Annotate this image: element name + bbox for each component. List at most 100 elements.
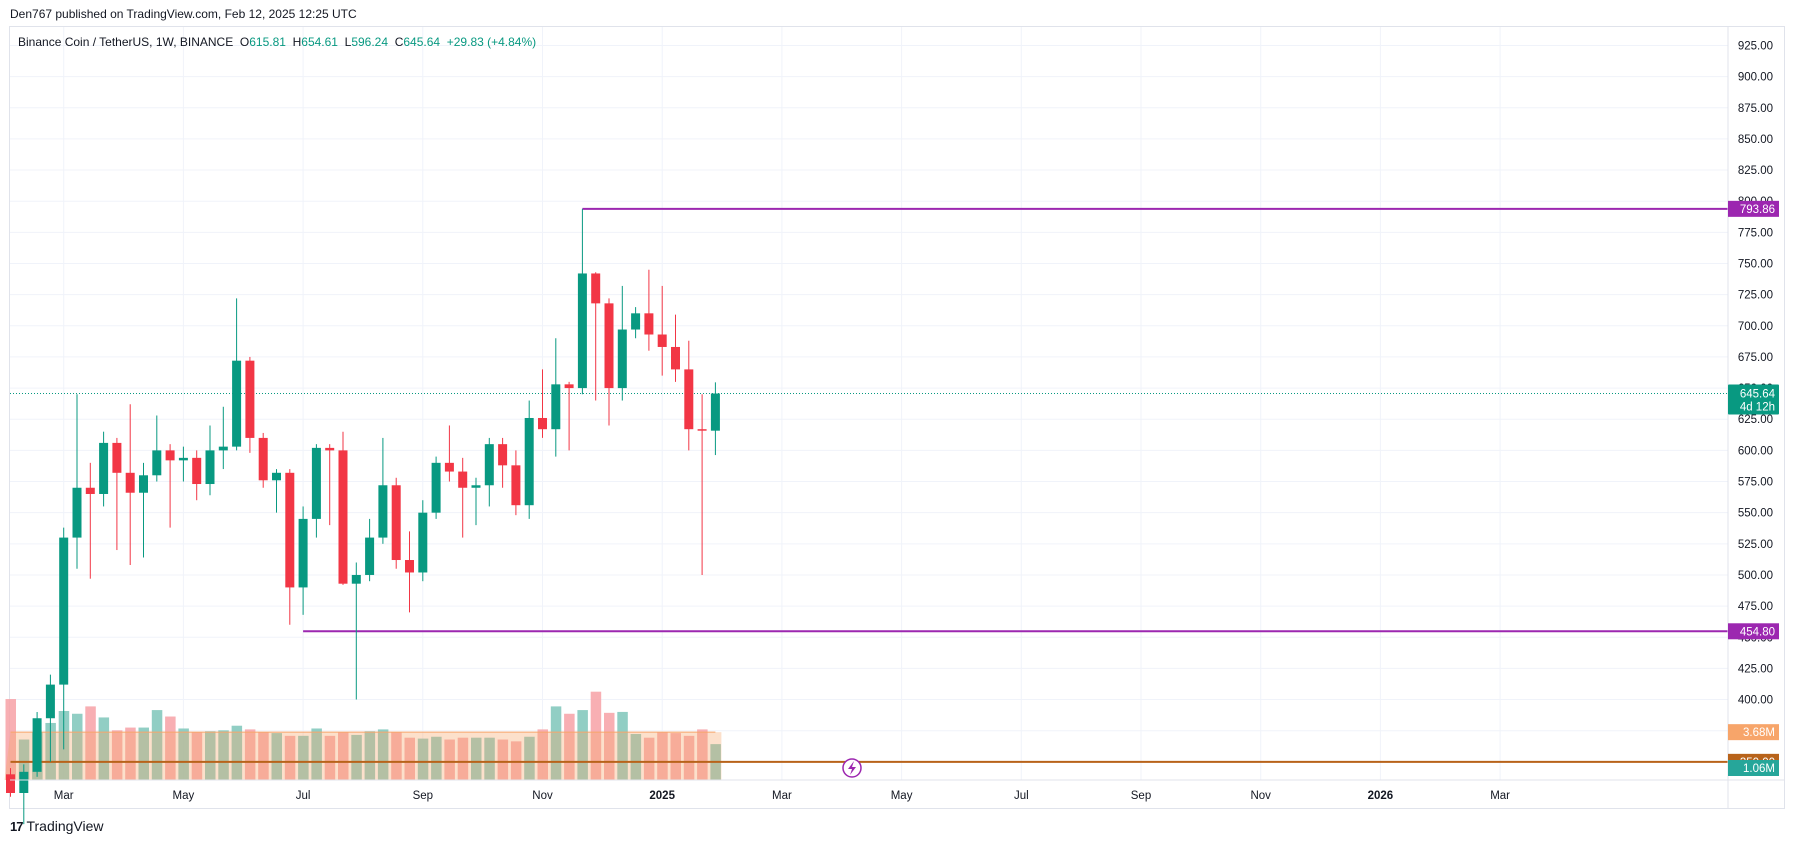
low-label: L (344, 35, 352, 49)
candle-body (471, 485, 481, 488)
close-label: C (394, 35, 404, 49)
candle-body (657, 334, 667, 347)
candle-body (139, 475, 148, 493)
volume-bar (444, 739, 455, 780)
volume-bar (670, 733, 681, 780)
candle-body (325, 447, 335, 451)
candle-body (644, 313, 654, 335)
volume-bar (218, 730, 229, 780)
resistance-tag (1728, 200, 1779, 217)
x-tick-label: Mar (1490, 790, 1510, 802)
volume-bar (165, 716, 176, 780)
y-tick-label: 900.00 (1738, 72, 1773, 84)
candle-body (45, 684, 55, 719)
volume-bar (617, 711, 628, 780)
symbol-title: Binance Coin / TetherUS, 1W, BINANCE (18, 35, 234, 49)
y-tick-label: 825.00 (1738, 165, 1773, 177)
tradingview-brand[interactable]: 17 TradingView (10, 818, 104, 834)
candle-body (285, 472, 295, 588)
volume-bar (377, 729, 389, 780)
y-tick-label: 775.00 (1738, 227, 1773, 239)
candle-body (205, 450, 215, 485)
brand-text: TradingView (26, 818, 104, 834)
volume-bar (564, 713, 575, 780)
volume-bar (590, 691, 602, 780)
publish-caption: Den767 published on TradingView.com, Feb… (10, 7, 357, 21)
high-value: 654.61 (301, 35, 338, 49)
candle-body (245, 360, 255, 438)
close-value: 645.64 (403, 35, 441, 49)
candle-body (298, 518, 308, 588)
volume-bar (524, 736, 535, 780)
volume-pane (4, 691, 722, 780)
volume-bar (258, 732, 269, 780)
volume-bar (457, 737, 469, 780)
x-tick-label: Nov (532, 790, 553, 802)
candle-body (458, 471, 468, 488)
lightning-icon[interactable] (842, 758, 862, 778)
volume-bar (138, 727, 149, 780)
volume-bar (657, 732, 668, 780)
open-label: O (239, 35, 250, 49)
candle-body (152, 450, 162, 476)
x-tick-label: Sep (1131, 790, 1151, 802)
y-tick-label: 925.00 (1738, 40, 1773, 52)
candle-body (338, 450, 348, 584)
candle-body (710, 393, 720, 431)
x-tick-label: Jul (296, 790, 311, 802)
time-axis: Mar May Jul Sep Nov 2025 Mar May Jul Sep Nov 2026 Ma… (10, 779, 1784, 802)
volume-bar (271, 733, 282, 780)
candle-body (378, 485, 388, 538)
candle-body (524, 417, 534, 506)
candle-body (577, 273, 587, 389)
y-tick-label: 500.00 (1738, 570, 1773, 582)
volume-bar (510, 741, 522, 780)
volume-bar (111, 730, 123, 780)
candle-body (631, 313, 641, 330)
candle-body (484, 444, 494, 486)
y-tick-label: 725.00 (1738, 290, 1773, 302)
candle-body (32, 718, 42, 772)
volume-bar (178, 728, 189, 780)
candle-body (19, 771, 29, 793)
x-tick-label: Jul (1014, 790, 1029, 802)
candle-body (178, 457, 188, 461)
volume-bar (537, 729, 548, 780)
candle-body (351, 574, 361, 584)
y-tick-label: 600.00 (1738, 445, 1773, 457)
candle-body (311, 447, 321, 519)
x-tick-label: Sep (413, 790, 433, 802)
price-axis: 925.00900.00875.00850.00825.00800.00775.… (1727, 27, 1773, 808)
y-tick-label: 700.00 (1738, 321, 1773, 333)
candle-body (498, 444, 508, 466)
grid (10, 27, 1728, 780)
candle-body (684, 369, 694, 430)
volume-bar (244, 729, 256, 780)
candle-body (165, 450, 175, 461)
change-value: +29.83 (+4.84%) (446, 35, 537, 49)
candle-body (538, 417, 547, 430)
volume-bar (85, 706, 96, 780)
candle-body (697, 429, 707, 431)
symbol-legend: Binance Coin / TetherUS, 1W, BINANCE O61… (18, 35, 536, 49)
volume-bar (683, 735, 695, 780)
volume-bar (604, 712, 615, 780)
last-price-tag (1728, 384, 1779, 415)
volume-bar (338, 732, 349, 780)
volume-bar (471, 737, 482, 780)
volume-bar (417, 738, 429, 780)
volume-bar (5, 699, 16, 780)
candle-body (365, 537, 375, 575)
candle-body (232, 360, 242, 447)
resistance-tag-label: 793.86 (1740, 204, 1775, 216)
tradingview-logo-icon: 17 (10, 818, 24, 834)
candle-body (192, 457, 202, 485)
open-value: 615.81 (249, 35, 286, 49)
y-tick-label: 475.00 (1738, 601, 1773, 613)
y-tick-label: 675.00 (1738, 352, 1773, 364)
chart-frame[interactable] (9, 26, 1785, 809)
volume-bar (484, 737, 495, 780)
volume-bar (205, 731, 216, 780)
